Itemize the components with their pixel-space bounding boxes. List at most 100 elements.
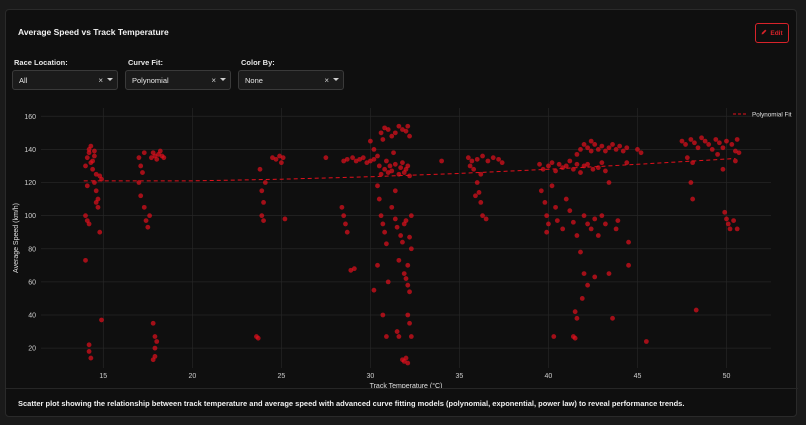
data-point (401, 221, 407, 227)
color-by-label: Color By: (241, 58, 275, 67)
data-point (141, 204, 147, 210)
x-tick-label: 35 (456, 373, 464, 380)
race-location-select[interactable]: All × (12, 70, 118, 90)
data-point (572, 335, 578, 341)
data-point (138, 193, 144, 199)
y-tick-label: 80 (28, 246, 36, 253)
data-point (553, 204, 558, 210)
color-by-select[interactable]: None × (238, 70, 344, 90)
scatter-chart-svg: 20 40 60 80 100 120 140 160 15 20 25 30 35 40 45 50 Trac… (13, 108, 792, 390)
curve-fit-select[interactable]: Polynomial × (125, 70, 231, 90)
data-point (357, 156, 363, 162)
data-point (474, 156, 480, 162)
data-point (599, 143, 605, 149)
y-tick-label: 100 (24, 213, 36, 220)
data-point (380, 312, 386, 318)
data-point (610, 142, 615, 147)
data-point (595, 165, 601, 171)
data-point (398, 233, 404, 238)
data-point (603, 168, 608, 174)
data-point (549, 183, 555, 189)
y-tick-label: 140 (24, 147, 36, 154)
data-point (729, 142, 735, 147)
data-point (378, 213, 384, 219)
data-point (261, 218, 266, 224)
data-point (693, 307, 699, 313)
data-point (389, 204, 395, 210)
data-point (603, 221, 608, 227)
data-point (542, 199, 548, 205)
clear-icon[interactable]: × (211, 76, 216, 85)
data-point (553, 168, 558, 174)
data-point (592, 216, 598, 222)
data-point (371, 147, 377, 152)
data-point (585, 145, 591, 151)
data-point (581, 271, 587, 277)
data-point (380, 137, 386, 142)
data-point (407, 173, 412, 179)
data-point (353, 158, 359, 164)
data-point (385, 279, 391, 285)
clear-icon[interactable]: × (324, 76, 329, 85)
data-point (348, 267, 354, 273)
data-point (683, 142, 688, 147)
data-point (546, 221, 551, 227)
data-point (136, 155, 142, 161)
data-point (581, 213, 587, 219)
edit-button-label: Edit (770, 29, 783, 37)
data-point (92, 153, 97, 159)
data-point (538, 188, 544, 194)
data-point (405, 163, 411, 169)
data-point (731, 218, 737, 224)
data-point (473, 193, 478, 199)
x-tick-label: 50 (723, 373, 731, 380)
data-point (323, 155, 329, 161)
data-point (720, 145, 726, 151)
data-point (391, 150, 396, 156)
data-point (643, 339, 649, 344)
data-point (544, 229, 550, 235)
data-point (262, 180, 268, 185)
chevron-down-icon[interactable] (333, 78, 339, 81)
data-point (360, 155, 366, 161)
data-point (606, 271, 612, 277)
clear-icon[interactable]: × (98, 76, 103, 85)
chevron-down-icon[interactable] (107, 78, 113, 81)
data-point (592, 142, 598, 147)
data-point (140, 170, 145, 175)
x-tick-label: 30 (366, 373, 374, 380)
data-point (626, 262, 631, 268)
chevron-down-icon[interactable] (220, 78, 226, 81)
data-point (152, 345, 158, 351)
data-point (684, 155, 690, 161)
data-point (610, 315, 615, 321)
data-point (278, 160, 284, 166)
data-point (339, 204, 345, 210)
data-point (150, 320, 156, 326)
data-point (86, 349, 92, 354)
x-tick-label: 40 (545, 373, 553, 380)
x-tick-label: 25 (277, 373, 285, 380)
data-point (83, 213, 88, 219)
data-point (734, 137, 740, 142)
edit-button[interactable]: Edit (755, 23, 789, 43)
data-point (407, 320, 412, 326)
data-point (394, 329, 400, 334)
data-point (549, 160, 555, 166)
data-point (270, 155, 275, 161)
y-tick-label: 60 (28, 279, 36, 286)
data-point (367, 138, 373, 144)
data-point (152, 334, 158, 339)
y-tick-label: 40 (28, 313, 36, 320)
data-point (692, 140, 697, 146)
data-point (490, 155, 496, 161)
data-point (375, 262, 380, 268)
data-point (579, 296, 585, 301)
data-point (724, 216, 729, 222)
data-point (154, 339, 160, 344)
data-point (405, 262, 411, 268)
divider (6, 388, 798, 389)
data-point (635, 147, 640, 152)
data-point (148, 155, 154, 161)
data-point (93, 171, 99, 177)
